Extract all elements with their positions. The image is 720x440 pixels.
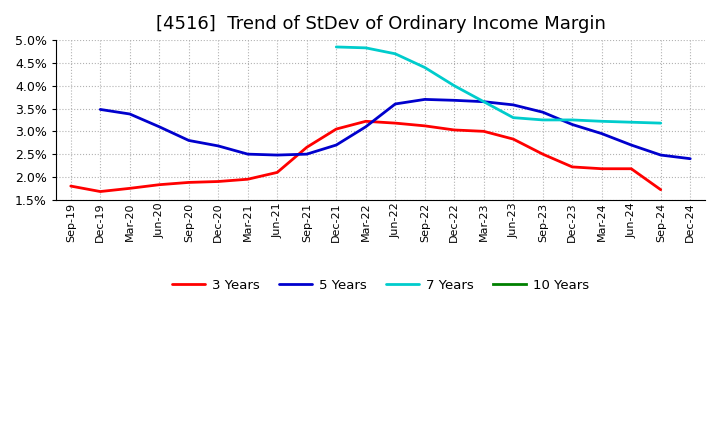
7 Years [598,119,606,124]
3 Years [66,183,75,189]
5 Years [96,107,104,112]
5 Years [686,156,695,161]
3 Years [273,170,282,175]
3 Years [598,166,606,171]
3 Years [184,180,193,185]
3 Years [391,121,400,126]
5 Years [243,151,252,157]
7 Years [539,117,547,123]
5 Years [509,102,518,107]
3 Years [332,126,341,132]
Title: [4516]  Trend of StDev of Ordinary Income Margin: [4516] Trend of StDev of Ordinary Income… [156,15,606,33]
3 Years [361,119,370,124]
7 Years [361,45,370,51]
5 Years [273,152,282,158]
3 Years [509,136,518,142]
5 Years [125,111,134,117]
7 Years [391,51,400,56]
5 Years [361,124,370,129]
3 Years [125,186,134,191]
7 Years [420,65,429,70]
3 Years [627,166,636,171]
5 Years [391,101,400,106]
3 Years [214,179,222,184]
5 Years [480,99,488,104]
3 Years [302,145,311,150]
7 Years [332,44,341,50]
7 Years [480,99,488,104]
Line: 5 Years: 5 Years [100,99,690,159]
Legend: 3 Years, 5 Years, 7 Years, 10 Years: 3 Years, 5 Years, 7 Years, 10 Years [167,273,594,297]
3 Years [96,189,104,194]
5 Years [450,98,459,103]
5 Years [598,131,606,136]
5 Years [184,138,193,143]
3 Years [480,128,488,134]
5 Years [627,143,636,148]
7 Years [627,120,636,125]
5 Years [568,122,577,127]
3 Years [420,123,429,128]
5 Years [332,143,341,148]
3 Years [450,127,459,132]
5 Years [302,151,311,157]
5 Years [214,143,222,149]
5 Years [657,152,665,158]
3 Years [657,187,665,192]
Line: 7 Years: 7 Years [336,47,661,123]
7 Years [509,115,518,120]
3 Years [243,176,252,182]
3 Years [155,182,163,187]
7 Years [568,117,577,123]
5 Years [155,124,163,129]
5 Years [539,110,547,115]
7 Years [450,83,459,88]
3 Years [539,151,547,157]
7 Years [657,121,665,126]
3 Years [568,164,577,169]
5 Years [420,97,429,102]
Line: 3 Years: 3 Years [71,121,661,191]
